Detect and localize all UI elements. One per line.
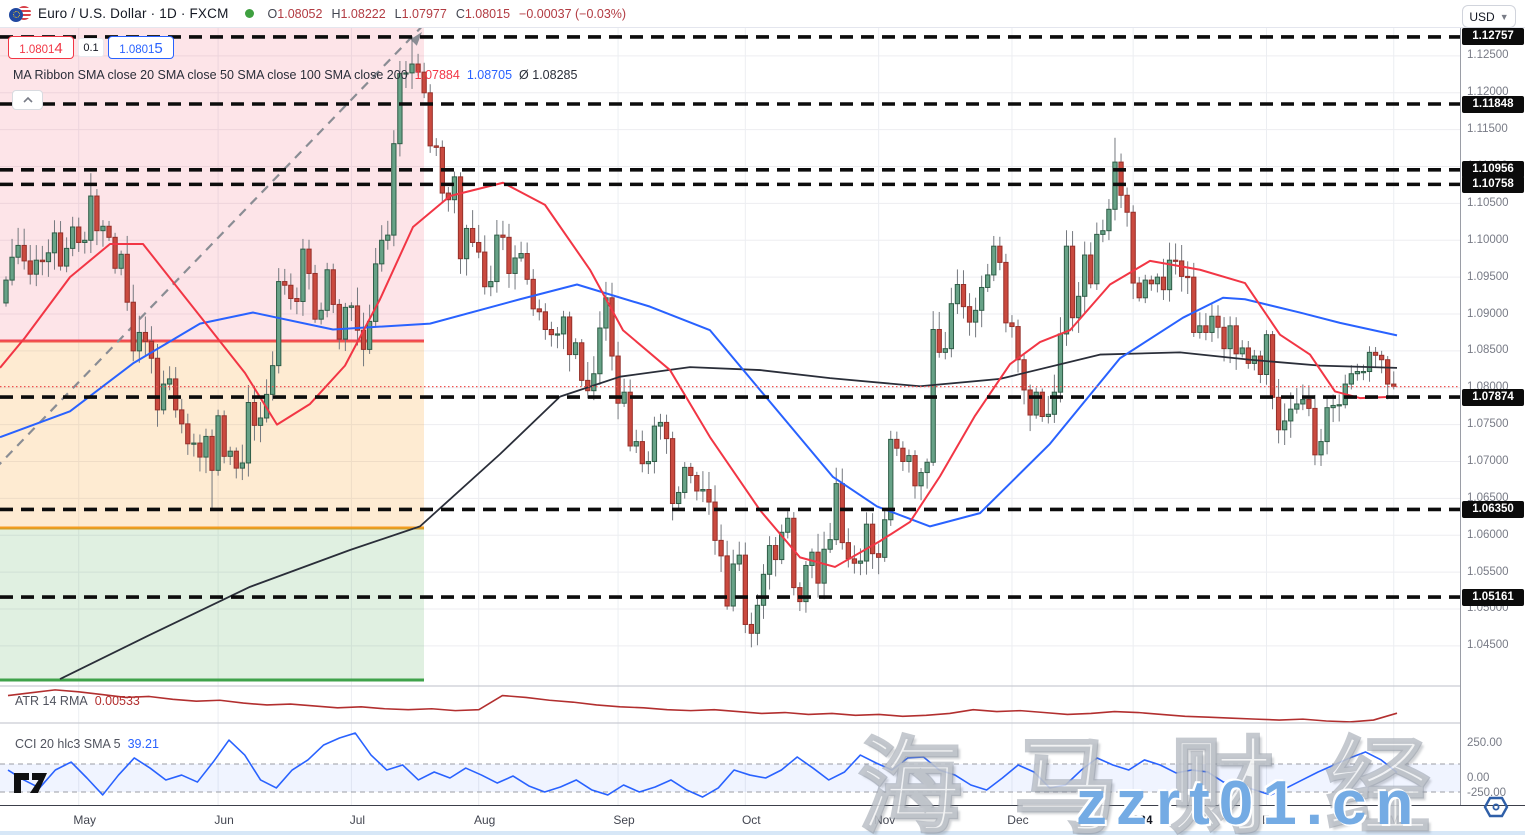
- time-axis-label: Dec: [1007, 813, 1029, 827]
- price-axis-label: 1.07000: [1467, 454, 1509, 467]
- price-axis-label: 1.10500: [1467, 196, 1509, 209]
- price-axis-label: 1.10000: [1467, 233, 1509, 246]
- open-value: 1.08052: [277, 6, 323, 21]
- level-price-badge: 1.11848: [1462, 95, 1524, 113]
- ma-ribbon-average: Ø 1.08285: [519, 68, 578, 82]
- high-value: 1.08222: [340, 6, 386, 21]
- atr-title: ATR 14 RMA: [15, 694, 88, 708]
- time-axis-label: Mar: [1389, 813, 1411, 827]
- price-axis-label: 1.08500: [1467, 344, 1509, 357]
- sell-button[interactable]: 1.0801 4: [8, 36, 74, 59]
- level-price-badge: 1.12757: [1462, 28, 1524, 46]
- price-axis-label: 1.09500: [1467, 270, 1509, 283]
- tradingview-logo-icon[interactable]: [13, 771, 49, 800]
- order-panel: 1.0801 4 0.1 1.0801 5: [8, 36, 174, 59]
- watermark-text: 海马财经: [857, 729, 1483, 835]
- chevron-up-icon: [22, 96, 33, 103]
- watermark-url: zzrt01.cn: [1076, 769, 1423, 835]
- cci-title: CCI 20 hlc3 SMA 5: [15, 737, 121, 751]
- hexagon-icon[interactable]: [1483, 796, 1509, 823]
- eurusd-flag-icon: [8, 5, 32, 23]
- time-axis-label: May: [73, 813, 97, 827]
- cci-axis-label: 0.00: [1467, 771, 1490, 784]
- price-axis-label: 1.04500: [1467, 639, 1509, 652]
- low-value: 1.07977: [401, 6, 447, 21]
- bottom-strip: [0, 831, 1525, 835]
- time-axis[interactable]: May Jun Jul Aug Sep Oct Nov Dec 2024 Feb Mar: [0, 805, 1525, 835]
- price-axis-label: 1.07500: [1467, 418, 1509, 431]
- currency-dropdown[interactable]: USD ▼: [1462, 5, 1516, 28]
- time-axis-label: 2024: [1125, 813, 1153, 827]
- price-axis-label: 1.06000: [1467, 528, 1509, 541]
- change-value: −0.00037 (−0.03%): [519, 6, 627, 21]
- level-price-badge: 1.05161: [1462, 588, 1524, 606]
- time-axis-label: Oct: [741, 813, 761, 827]
- collapse-legend-button[interactable]: [12, 90, 43, 110]
- price-axis-label: 1.11500: [1467, 123, 1508, 136]
- time-axis-label: Feb: [1262, 813, 1283, 827]
- price-axis-label: 1.12500: [1467, 49, 1509, 62]
- atr-value: 0.00533: [94, 694, 140, 708]
- time-axis-label: Jun: [214, 813, 234, 827]
- close-value: 1.08015: [464, 6, 511, 21]
- price-axis-label: 1.09000: [1467, 307, 1509, 320]
- ma-ribbon-value-2: 1.08705: [466, 68, 513, 82]
- symbol-title[interactable]: Euro / U.S. Dollar · 1D · FXCM: [38, 6, 229, 21]
- spread-value: 0.1: [78, 38, 104, 57]
- ma-ribbon-legend[interactable]: MA Ribbon SMA close 20 SMA close 50 SMA …: [13, 68, 577, 82]
- cci-value: 39.21: [127, 737, 159, 751]
- level-price-badge: 1.07874: [1462, 388, 1524, 406]
- atr-legend[interactable]: ATR 14 RMA 0.00533: [15, 694, 140, 708]
- eu-flag-icon: [9, 7, 23, 22]
- level-price-badge: 1.10758: [1462, 175, 1524, 193]
- price-axis-label: 1.05500: [1467, 565, 1509, 578]
- cci-legend[interactable]: CCI 20 hlc3 SMA 5 39.21: [15, 737, 159, 751]
- cci-axis-label: -250.00: [1467, 786, 1507, 799]
- price-axis[interactable]: 1.125001.120001.115001.110001.105001.100…: [1460, 28, 1525, 805]
- time-axis-label: Aug: [473, 813, 496, 827]
- price-axis-label: 1.06500: [1467, 491, 1509, 504]
- level-price-badge: 1.10956: [1462, 161, 1524, 179]
- time-axis-label: Sep: [613, 813, 635, 827]
- ma-ribbon-title: MA Ribbon SMA close 20 SMA close 50 SMA …: [13, 68, 408, 82]
- chevron-down-icon: ▼: [1499, 11, 1509, 22]
- symbol-toolbar: Euro / U.S. Dollar · 1D · FXCM O1.08052 …: [0, 0, 1525, 28]
- buy-button[interactable]: 1.0801 5: [108, 36, 174, 59]
- currency-label: USD: [1469, 9, 1495, 24]
- market-status-dot-icon: [244, 9, 254, 18]
- ma-ribbon-value-1: 1.07884: [414, 68, 460, 82]
- time-axis-label: Nov: [873, 813, 896, 827]
- price-axis-label: 1.12000: [1467, 86, 1509, 99]
- time-axis-label: Jul: [349, 813, 366, 827]
- level-price-badge: 1.06350: [1462, 500, 1524, 518]
- cci-axis-label: 250.00: [1467, 736, 1503, 749]
- ohlc-readout: O1.08052 H1.08222 L1.07977 C1.08015 −0.0…: [267, 6, 627, 21]
